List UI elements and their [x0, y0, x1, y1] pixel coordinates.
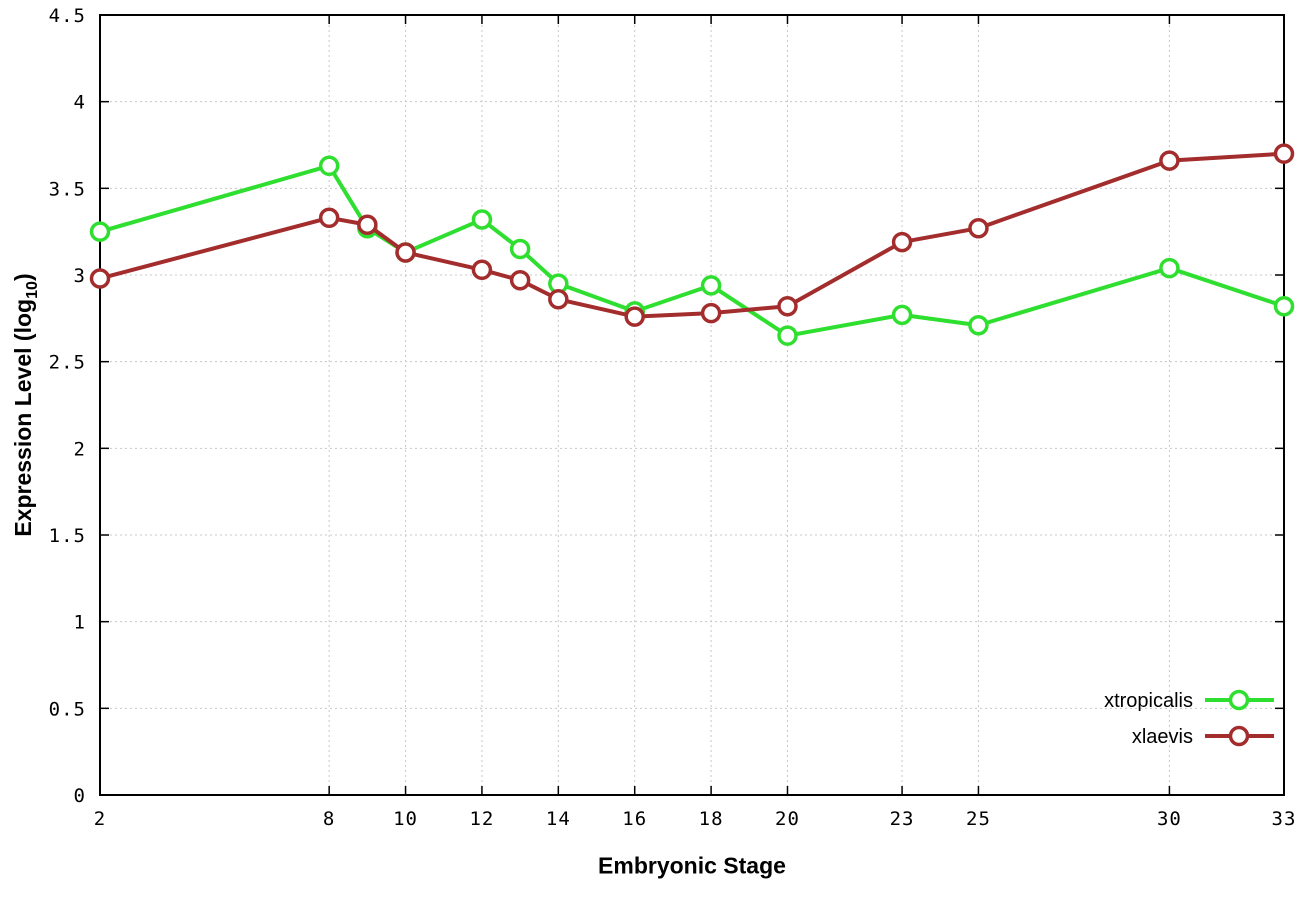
data-point-xlaevis [471, 259, 493, 281]
data-point-xlaevis [395, 242, 416, 263]
series-line-xtropicalis [98, 163, 1286, 338]
data-point-xlaevis [509, 269, 531, 291]
data-point-xtropicalis [968, 315, 989, 336]
x-tick-label: 16 [622, 808, 647, 830]
y-tick-label: 1.5 [49, 525, 86, 547]
x-tick-label: 30 [1157, 808, 1182, 830]
x-tick-label: 12 [469, 808, 494, 830]
y-tick-label: 2.5 [49, 352, 86, 374]
data-point-xlaevis [1273, 143, 1295, 164]
data-point-xtropicalis [471, 209, 493, 230]
y-tick-label: 0.5 [49, 698, 86, 720]
x-tick-label: 33 [1272, 808, 1296, 830]
data-point-xtropicalis [318, 155, 340, 177]
x-tick-label: 10 [393, 808, 418, 830]
legend-marker-xlaevis [1228, 725, 1250, 747]
y-axis-title-text: Expression Level (log [10, 298, 37, 537]
x-tick-label: 14 [546, 808, 571, 830]
data-point-xlaevis [777, 295, 798, 317]
y-tick-label: 4 [74, 92, 86, 114]
data-point-xlaevis [89, 268, 111, 289]
data-point-xtropicalis [700, 275, 722, 296]
data-point-xlaevis [548, 289, 569, 310]
x-tick-label: 20 [775, 808, 800, 830]
y-tick-label: 1 [74, 612, 86, 634]
data-point-xtropicalis [777, 325, 798, 346]
x-tick-label: 8 [323, 808, 335, 830]
data-point-xtropicalis [89, 221, 111, 242]
data-point-xlaevis [318, 207, 340, 229]
x-tick-label: 23 [890, 808, 915, 830]
legend-label-xlaevis: xlaevis [1132, 726, 1193, 748]
x-tick-label: 18 [699, 808, 724, 830]
y-axis-title-subscript: 10 [22, 281, 41, 299]
y-axis-title-close: ) [10, 273, 37, 282]
data-point-xlaevis [624, 306, 645, 327]
y-tick-label: 3.5 [49, 178, 86, 200]
data-point-xtropicalis [1159, 257, 1180, 279]
y-tick-label: 2 [74, 438, 86, 460]
data-point-xtropicalis [891, 304, 913, 326]
data-point-xlaevis [1159, 150, 1180, 171]
data-point-xlaevis [891, 231, 913, 253]
data-point-xtropicalis [509, 238, 531, 260]
y-axis-title: Expression Level (log10) [10, 273, 42, 536]
data-point-xlaevis [968, 217, 989, 239]
data-point-xlaevis [357, 214, 378, 235]
x-tick-label: 2 [94, 808, 106, 830]
y-tick-label: 0 [74, 785, 86, 807]
plot-border [99, 14, 1285, 796]
y-tick-label: 4.5 [49, 5, 86, 27]
y-tick-label: 3 [74, 265, 86, 287]
legend-label-xtropicalis: xtropicalis [1104, 690, 1193, 712]
legend-marker-xtropicalis [1228, 689, 1250, 711]
data-point-xlaevis [700, 302, 722, 324]
data-point-xtropicalis [1273, 295, 1295, 317]
x-axis-title: Embryonic Stage [598, 852, 786, 879]
x-tick-label: 25 [966, 808, 991, 830]
